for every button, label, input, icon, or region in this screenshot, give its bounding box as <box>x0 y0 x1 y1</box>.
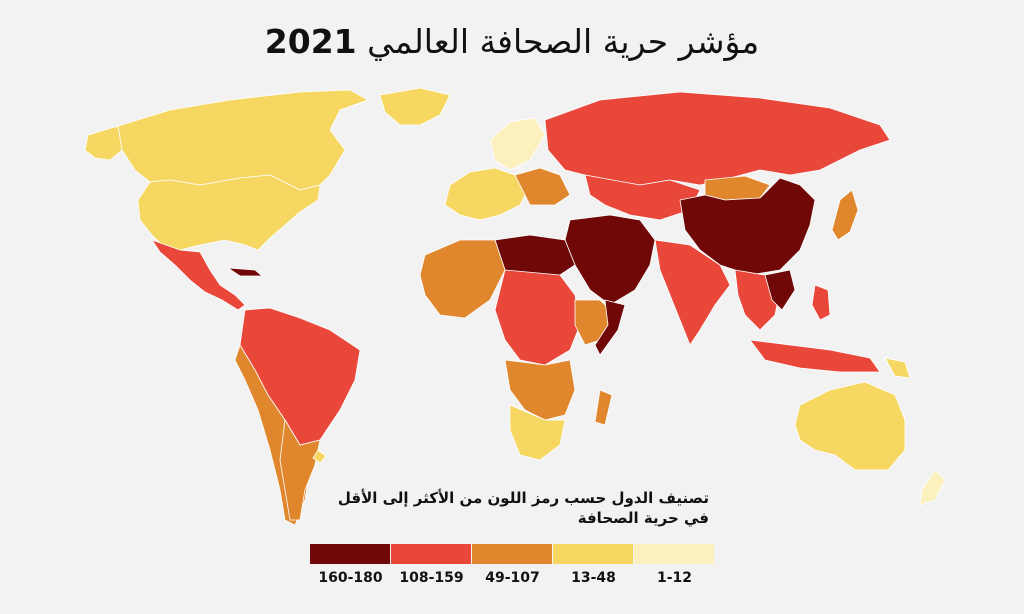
legend-label: 108-159 <box>399 570 464 586</box>
region-middle-east <box>564 214 656 306</box>
region-alaska <box>84 125 123 161</box>
region-indonesia <box>749 339 881 373</box>
legend-title: تصنيف الدول حسب رمز اللون من الأكثر إلى … <box>289 488 709 528</box>
region-australia <box>794 381 906 471</box>
region-china <box>679 177 816 276</box>
legend-item: 160-180 <box>310 544 391 586</box>
legend-swatch <box>310 544 391 564</box>
region-mexico <box>150 239 246 311</box>
region-india <box>654 239 731 346</box>
region-southern-africa <box>504 359 576 421</box>
legend-item: 1-12 <box>634 544 715 586</box>
title-year: 2021 <box>264 22 357 61</box>
region-scandinavia <box>489 117 546 171</box>
legend-swatch <box>472 544 553 564</box>
region-cuba <box>226 267 264 277</box>
region-madagascar <box>594 389 613 426</box>
region-argentina <box>279 418 321 521</box>
legend-label: 49-107 <box>485 570 540 586</box>
page-title: مؤشر حرية الصحافة العالمي 2021 <box>0 22 1024 61</box>
legend-swatch <box>553 544 634 564</box>
legend-title-line1: تصنيف الدول حسب رمز اللون من الأكثر إلى … <box>337 489 709 507</box>
legend: 1-12 13-48 49-107 108-159 160-180 <box>310 544 715 586</box>
region-west-africa <box>419 239 506 319</box>
legend-item: 49-107 <box>472 544 553 586</box>
region-south-africa <box>509 404 566 461</box>
region-philippines <box>811 284 831 321</box>
region-new-zealand <box>919 469 946 506</box>
region-greenland <box>379 87 451 126</box>
region-central-africa <box>494 269 581 366</box>
legend-title-line2: في حرية الصحافة <box>577 509 709 527</box>
region-russia <box>544 91 891 186</box>
legend-swatch <box>391 544 472 564</box>
region-japan <box>831 189 859 241</box>
region-western-europe <box>444 167 531 221</box>
region-somalia <box>594 299 626 356</box>
legend-label: 13-48 <box>571 570 616 586</box>
title-text: مؤشر حرية الصحافة العالمي <box>367 22 760 61</box>
legend-label: 160-180 <box>318 570 383 586</box>
region-central-asia <box>584 174 701 221</box>
legend-swatch <box>634 544 715 564</box>
region-mongolia <box>704 175 771 201</box>
legend-label: 1-12 <box>656 570 693 586</box>
region-vietnam <box>764 269 796 311</box>
region-uruguay <box>312 449 327 464</box>
region-eastern-europe <box>514 167 571 206</box>
region-north-africa <box>494 234 576 276</box>
legend-item: 13-48 <box>553 544 634 586</box>
region-png <box>884 357 911 379</box>
region-canada <box>117 89 369 191</box>
region-usa <box>137 174 321 251</box>
legend-item: 108-159 <box>391 544 472 586</box>
